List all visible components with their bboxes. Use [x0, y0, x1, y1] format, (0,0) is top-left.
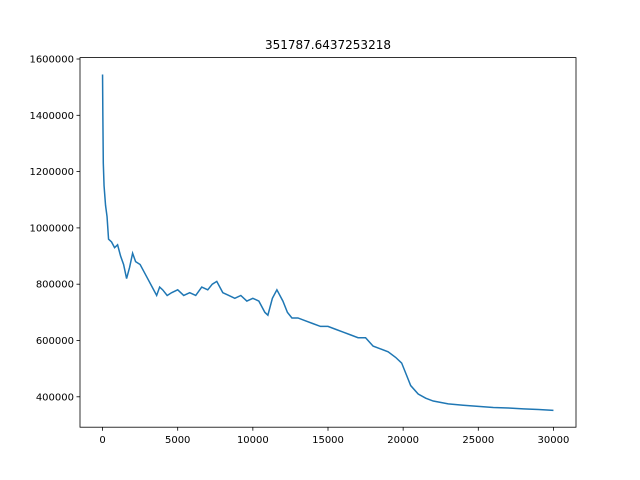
y-tick-label: 800000 [36, 280, 74, 291]
y-tick-label: 1400000 [29, 111, 74, 122]
data-line [101, 74, 554, 412]
plot-frame [79, 57, 577, 428]
x-tick-label: 15000 [312, 435, 344, 446]
y-tick-label: 400000 [36, 392, 74, 403]
x-tick-label: 10000 [237, 435, 269, 446]
chart-title: 351787.6437253218 [265, 38, 391, 52]
y-tick-label: 1200000 [29, 167, 74, 178]
x-tick-label: 25000 [462, 435, 494, 446]
y-tick-label: 600000 [36, 336, 74, 347]
x-tick-label: 20000 [387, 435, 419, 446]
x-tick-label: 5000 [165, 435, 190, 446]
y-tick-label: 1600000 [29, 55, 74, 66]
x-tick-label: 0 [99, 435, 105, 446]
y-tick-label: 1000000 [29, 223, 74, 234]
x-tick-label: 30000 [538, 435, 570, 446]
